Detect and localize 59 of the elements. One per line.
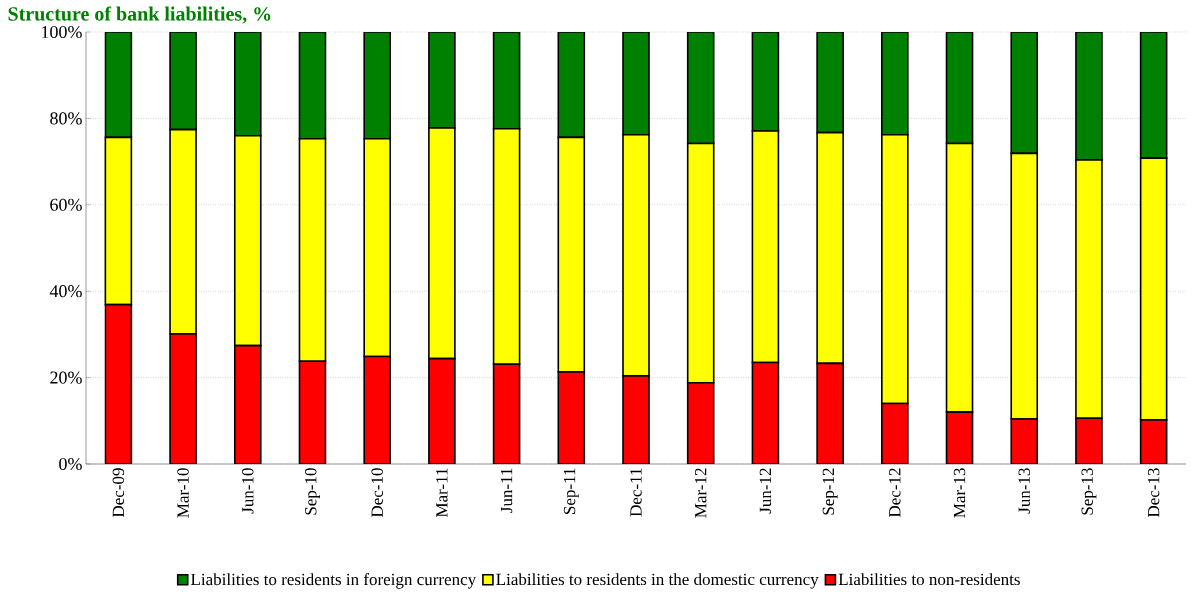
bar [104, 32, 133, 139]
x-tick-label: Dec-09 [112, 468, 125, 518]
x-tick-label: Jun-13 [1018, 468, 1030, 514]
bar [816, 362, 844, 464]
bar [428, 32, 456, 129]
x-tick-label: Jun-11 [500, 468, 513, 513]
bar [169, 333, 197, 464]
x-tick-label: Sep-11 [563, 468, 579, 514]
bar [363, 32, 391, 140]
bar [557, 32, 586, 139]
bar [104, 303, 133, 464]
x-tick-label: Sep-12 [822, 468, 838, 515]
y-tick-label: 20% [50, 371, 82, 384]
legend-label: Liabilities to non-residents [838, 573, 1020, 586]
legend-label: Liabilities to residents in foreign currency [191, 573, 477, 589]
bar [945, 32, 974, 145]
bar [751, 32, 780, 132]
bar [622, 32, 650, 136]
bar [492, 363, 521, 464]
bar [169, 32, 197, 131]
y-tick-label: 0% [59, 457, 82, 471]
bar [298, 32, 327, 140]
bar [1010, 32, 1039, 155]
chart-title: Structure of bank liabilities, % [8, 6, 271, 24]
x-tick-label: Dec-11 [630, 468, 642, 517]
bar [1139, 32, 1168, 159]
y-tick-label: 60% [50, 198, 82, 211]
bar [945, 411, 974, 464]
x-tick-label: Mar-13 [953, 468, 966, 518]
x-tick-label: Jun-12 [759, 468, 772, 514]
x-tick-label: Mar-10 [177, 468, 189, 518]
x-tick-label: Sep-13 [1081, 468, 1097, 515]
bar [686, 32, 715, 145]
y-tick-label: 40% [49, 285, 82, 298]
bar [816, 32, 844, 134]
bar [233, 32, 262, 137]
y-tick-label: 100% [42, 25, 82, 39]
bar [686, 381, 715, 464]
bar [492, 32, 521, 130]
bar [428, 357, 456, 464]
x-tick-label: Mar-12 [694, 468, 707, 518]
bar [751, 361, 780, 464]
bar [1139, 419, 1168, 464]
x-tick-label: Sep-10 [305, 468, 320, 515]
bar [881, 402, 909, 464]
bar [363, 355, 391, 464]
x-tick-label: Dec-13 [1147, 468, 1160, 518]
y-tick-label: 80% [50, 112, 82, 125]
legend-label: Liabilities to residents in the domestic currency [496, 573, 819, 589]
x-tick-label: Dec-10 [371, 468, 383, 518]
x-tick-label: Mar-11 [436, 468, 448, 518]
x-tick-label: Dec-12 [889, 468, 901, 518]
bar [622, 375, 650, 464]
bar [557, 371, 586, 464]
bar [1075, 32, 1103, 161]
bar [298, 360, 327, 464]
bar [881, 32, 909, 136]
bar [233, 344, 262, 464]
x-tick-label: Jun-10 [242, 468, 254, 514]
